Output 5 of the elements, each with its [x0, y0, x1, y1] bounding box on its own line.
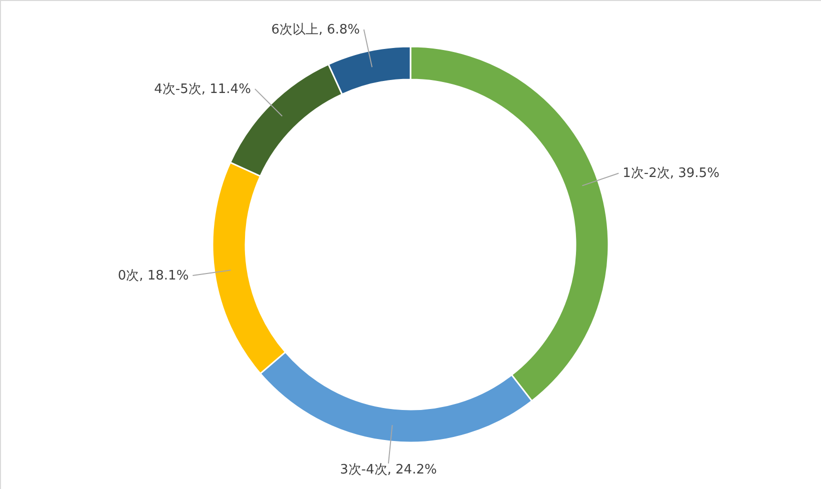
slice-label: 3次-4次, 24.2% — [340, 462, 437, 478]
slice-label: 0次, 18.1% — [118, 268, 189, 284]
slice-label: 4次-5次, 11.4% — [154, 82, 251, 97]
slice-label: 6次以上, 6.8% — [271, 22, 360, 38]
slice-label: 1次-2次, 39.5% — [622, 166, 720, 182]
